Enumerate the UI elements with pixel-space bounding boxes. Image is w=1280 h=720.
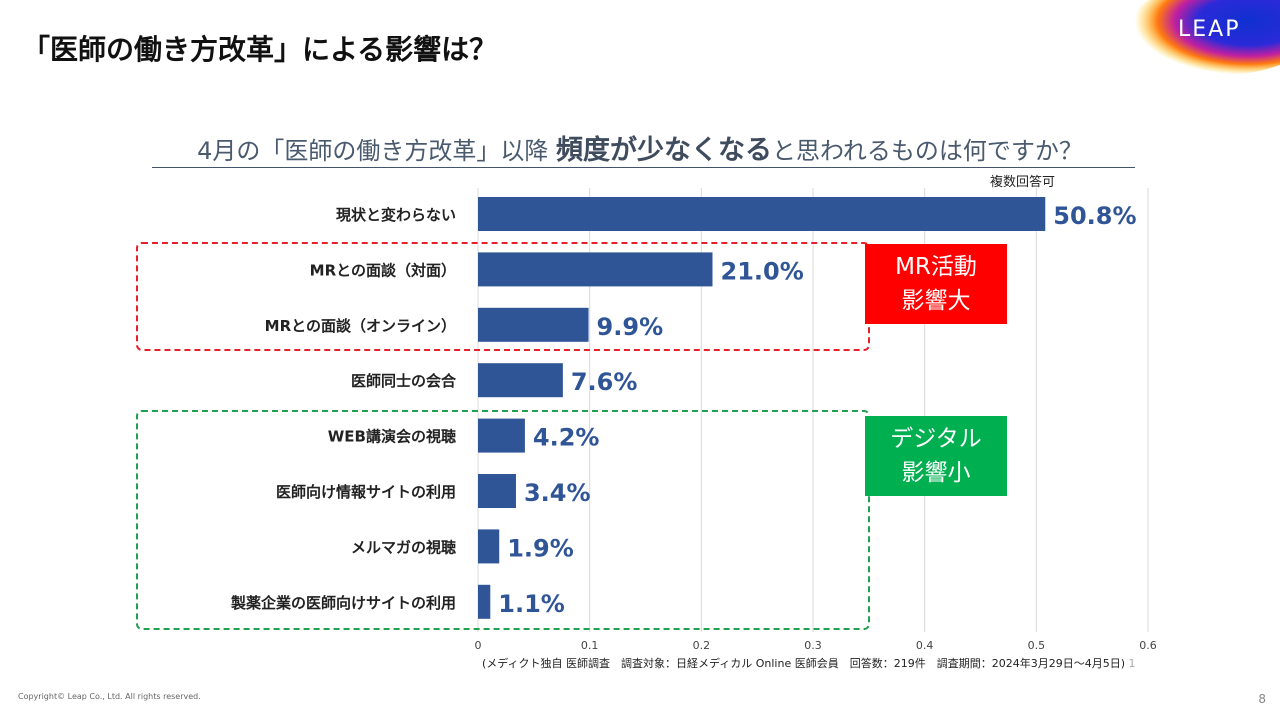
data-label: 1.1%: [498, 590, 565, 618]
subtitle-emphasis: 頻度が少なくなる: [556, 135, 773, 166]
bar: [478, 584, 491, 619]
leap-logo: LEAP: [1110, 0, 1280, 80]
bar: [478, 307, 589, 342]
bar: [478, 418, 525, 453]
x-tick-label: 0.3: [804, 639, 822, 652]
category-label: メルマガの視聴: [351, 538, 456, 556]
x-tick-label: 0.6: [1139, 639, 1157, 652]
page-number: 8: [1258, 692, 1266, 706]
data-label: 50.8%: [1053, 202, 1136, 230]
category-label: 製薬企業の医師向けサイトの利用: [230, 594, 456, 612]
copyright: Copyright© Leap Co., Ltd. All rights res…: [18, 692, 201, 701]
data-label: 3.4%: [524, 479, 591, 507]
question-subtitle: 4月の「医師の働き方改革」以降 頻度が少なくなると思われるものは何ですか？: [0, 128, 1280, 167]
data-label: 7.6%: [571, 368, 638, 396]
bar: [478, 363, 563, 398]
category-label: 現状と変わらない: [336, 206, 456, 224]
x-tick-label: 0: [475, 639, 482, 652]
mr-group-dashed-box: [136, 242, 870, 351]
x-tick-label: 0.2: [693, 639, 711, 652]
x-tick-label: 0.4: [916, 639, 934, 652]
subtitle-pre: 4月の「医師の働き方改革」以降: [197, 137, 557, 165]
data-label: 21.0%: [721, 257, 804, 285]
bar: [478, 529, 500, 564]
subtitle-post: と思われるものは何ですか？: [772, 137, 1083, 165]
category-label: MRとの面談（オンライン）: [265, 317, 456, 335]
slide-title: 「医師の働き方改革」による影響は？: [22, 33, 498, 66]
mr-impact-label: MR活動 影響大: [865, 244, 1007, 324]
category-label: 医師同士の会合: [351, 372, 457, 390]
x-tick-label: 0.1: [581, 639, 599, 652]
bar: [478, 252, 713, 287]
category-label: MRとの面談（対面）: [310, 261, 456, 279]
digital-impact-label: デジタル 影響小: [865, 416, 1007, 496]
x-tick-label: 0.5: [1028, 639, 1046, 652]
data-label: 4.2%: [533, 424, 600, 452]
bar: [478, 197, 1046, 231]
multiple-answer-note: 複数回答可: [990, 175, 1056, 190]
category-label: 医師向け情報サイトの利用: [276, 483, 456, 501]
digital-group-dashed-box: [136, 410, 870, 630]
subtitle-underline: [152, 167, 1135, 168]
data-label: 9.9%: [597, 313, 664, 341]
data-label: 1.9%: [507, 534, 574, 562]
survey-footnote: (メディクト独自 医師調査 調査対象：日経メディカル Online 医師会員 回…: [482, 657, 1136, 670]
svg-text:LEAP: LEAP: [1178, 17, 1240, 42]
category-label: WEB講演会の視聴: [328, 428, 456, 446]
bar: [478, 474, 516, 508]
